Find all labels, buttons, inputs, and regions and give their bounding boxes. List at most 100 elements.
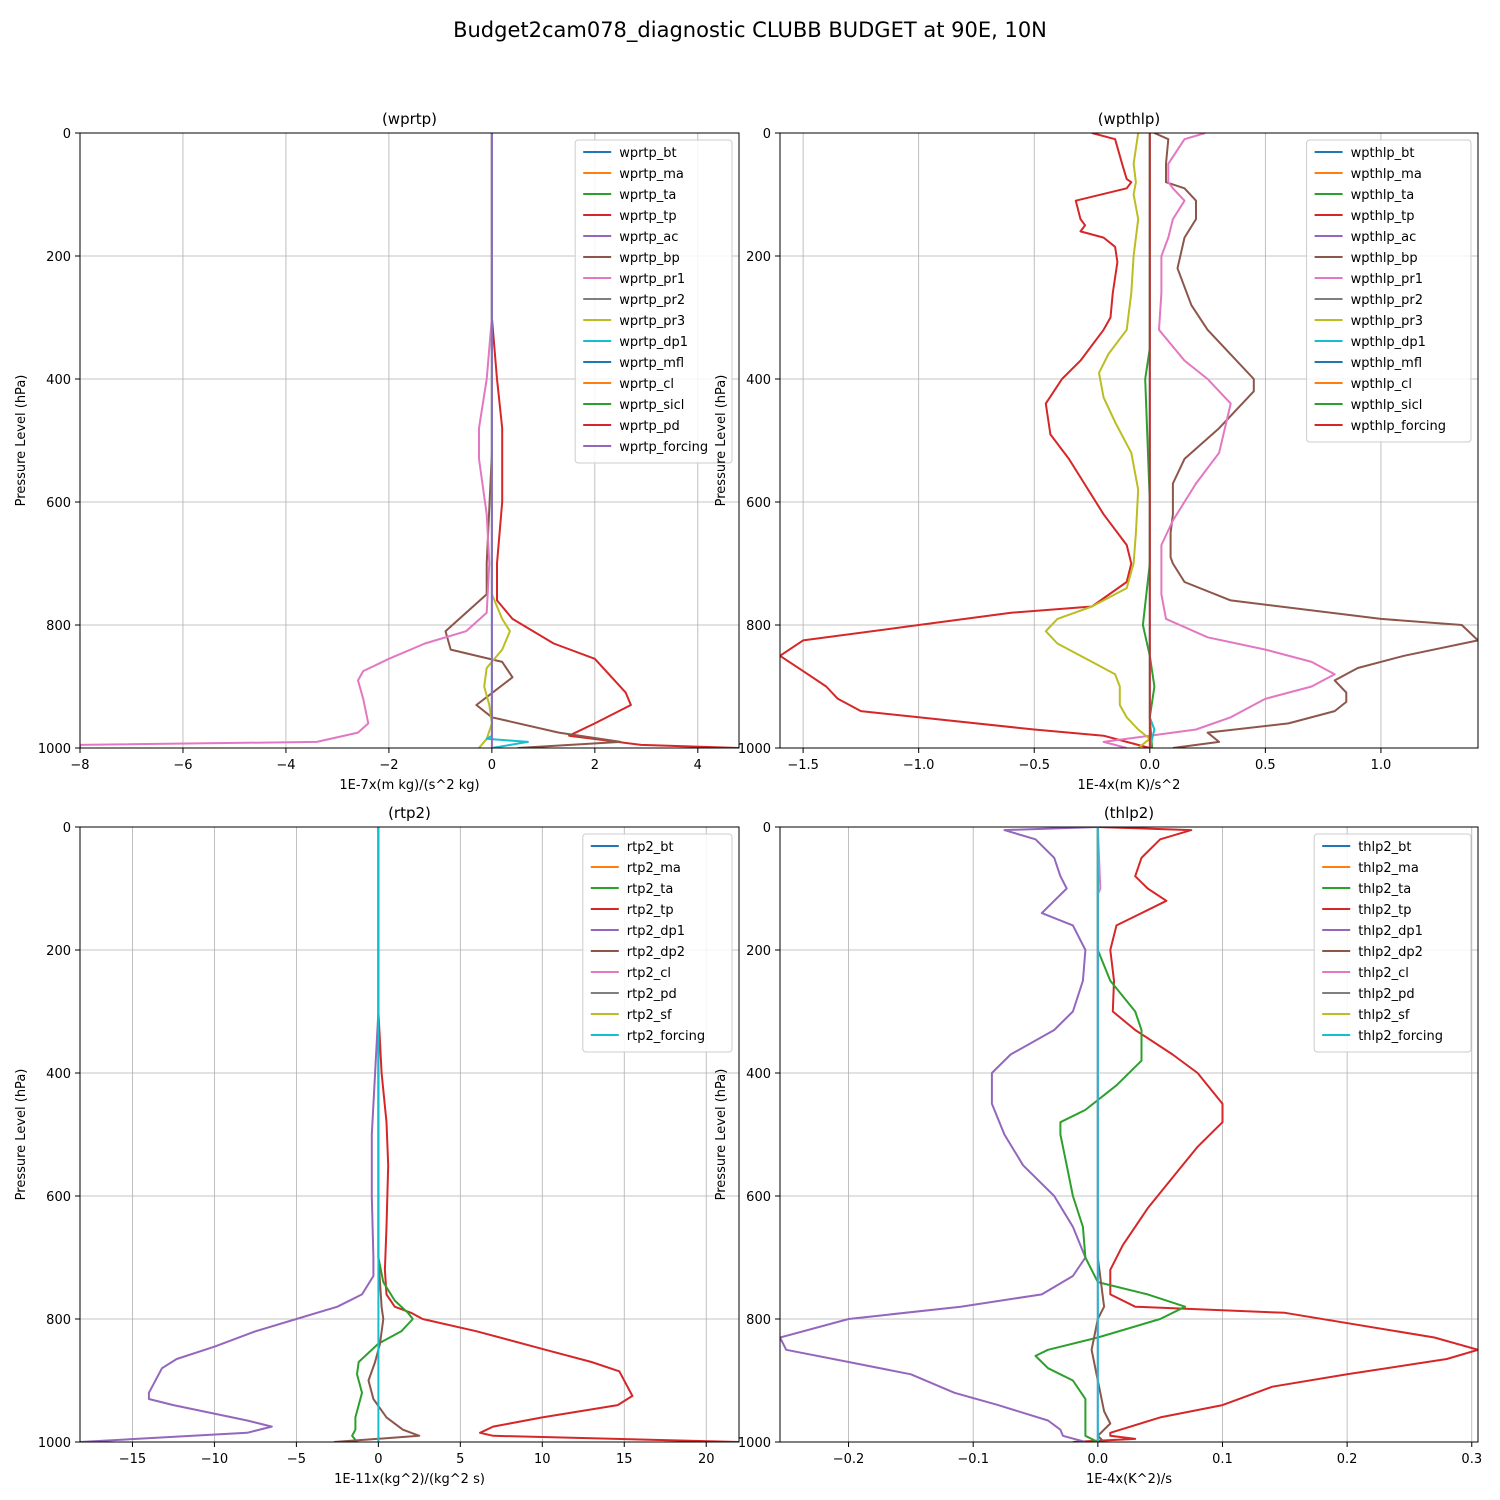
x-tick-label: 0.3 bbox=[1461, 1452, 1482, 1467]
legend-entry: thlp2_sf bbox=[1358, 1008, 1410, 1023]
series-line-wpthlp_ta bbox=[1141, 133, 1156, 748]
legend-entry: wpthlp_bp bbox=[1351, 251, 1418, 266]
y-tick-label: 800 bbox=[46, 1313, 71, 1328]
x-tick-label: 0.0 bbox=[1139, 758, 1160, 773]
y-tick-label: 200 bbox=[746, 250, 771, 265]
axes-frame bbox=[79, 132, 740, 749]
legend-entry: thlp2_cl bbox=[1358, 966, 1409, 981]
figure-title: Budget2cam078_diagnostic CLUBB BUDGET at… bbox=[453, 18, 1047, 43]
legend-entry: wprtp_bp bbox=[619, 251, 680, 266]
x-tick-label: −15 bbox=[119, 1452, 146, 1467]
legend-entry: thlp2_pd bbox=[1358, 987, 1414, 1002]
y-tick-label: 800 bbox=[46, 619, 71, 634]
series-line-wprtp_tp bbox=[490, 133, 739, 748]
x-axis-label: 1E-4x(m K)/s^2 bbox=[1078, 778, 1181, 793]
legend-entry: wprtp_tp bbox=[619, 209, 676, 224]
y-tick-label: 800 bbox=[746, 1313, 771, 1328]
series-line-wpthlp_pr1 bbox=[1102, 133, 1336, 748]
legend-entry: wprtp_sicl bbox=[619, 398, 684, 413]
x-tick-label: −6 bbox=[173, 758, 192, 773]
series-line-thlp2_tp bbox=[1072, 827, 1478, 1442]
legend-entry: rtp2_sf bbox=[627, 1008, 672, 1023]
y-tick-label: 400 bbox=[46, 373, 71, 388]
legend-entry: rtp2_ta bbox=[627, 882, 674, 897]
panel-4: −0.2 −0.1 0.0 0.1 0.2 0.3 0 200 400 600 800 1000 (th… bbox=[714, 804, 1482, 1487]
series-line-rtp2_dp2 bbox=[334, 827, 421, 1442]
y-tick-label: 0 bbox=[63, 127, 71, 142]
y-tick-label: 1000 bbox=[738, 742, 771, 757]
legend: rtp2_bt rtp2_ma rtp2_ta rtp2_tp rtp2_dp1 rtp2… bbox=[582, 833, 733, 1053]
y-tick-label: 600 bbox=[46, 1190, 71, 1205]
y-axis-label: Pressure Level (hPa) bbox=[714, 1069, 729, 1201]
y-axis-label: Pressure Level (hPa) bbox=[14, 1069, 29, 1201]
legend-entry: wprtp_forcing bbox=[619, 440, 708, 455]
x-tick-label: −4 bbox=[276, 758, 295, 773]
y-tick-label: 800 bbox=[746, 619, 771, 634]
y-tick-label: 1000 bbox=[738, 1436, 771, 1451]
legend: thlp2_bt thlp2_ma thlp2_ta thlp2_tp thlp2_dp… bbox=[1313, 833, 1472, 1053]
x-tick-label: 2 bbox=[591, 758, 599, 773]
legend-entry: wpthlp_pr3 bbox=[1351, 314, 1423, 329]
x-tick-label: −0.5 bbox=[1018, 758, 1050, 773]
series-line-rtp2_dp1 bbox=[80, 827, 380, 1442]
legend: wpthlp_bt wpthlp_ma wpthlp_ta wpthlp_tpwpth… bbox=[1306, 139, 1472, 443]
series-line-wprtp_bp bbox=[444, 133, 622, 748]
x-tick-label: 10 bbox=[534, 1452, 551, 1467]
x-tick-label: −1.0 bbox=[903, 758, 935, 773]
series-line-wprtp_pr3 bbox=[478, 133, 511, 748]
series-line-thlp2_ta bbox=[1034, 827, 1187, 1442]
series-line-rtp2_tp bbox=[377, 827, 739, 1442]
legend-entry: wprtp_cl bbox=[619, 377, 674, 392]
panel-3: −15 −10 −5 0 5 10 15 2002004006008001000(rtp2)1… bbox=[14, 804, 740, 1487]
legend-entry: rtp2_ma bbox=[627, 861, 681, 876]
series-line-rtp2_ta bbox=[351, 827, 414, 1442]
y-tick-label: 400 bbox=[46, 1067, 71, 1082]
panel-title: (rtp2) bbox=[388, 804, 431, 822]
legend-entry: wprtp_pr1 bbox=[619, 272, 685, 287]
legend-frame bbox=[574, 139, 733, 464]
series-line-wpthlp_pr3 bbox=[1044, 133, 1151, 748]
legend-entry: rtp2_dp2 bbox=[627, 945, 685, 960]
x-axis-label: 1E-4x(K^2)/s bbox=[1086, 1472, 1172, 1487]
x-tick-label: 1.0 bbox=[1371, 758, 1392, 773]
x-tick-label: 20 bbox=[698, 1452, 715, 1467]
legend-entry: rtp2_pd bbox=[627, 987, 677, 1002]
y-tick-label: 1000 bbox=[38, 1436, 71, 1451]
legend-entry: wpthlp_pr1 bbox=[1351, 272, 1423, 287]
x-tick-label: 5 bbox=[456, 1452, 464, 1467]
y-tick-label: 200 bbox=[46, 250, 71, 265]
series-group bbox=[80, 133, 739, 748]
y-tick-label: 400 bbox=[746, 373, 771, 388]
legend-entry: rtp2_dp1 bbox=[627, 924, 685, 939]
legend-entry: wpthlp_cl bbox=[1351, 377, 1412, 392]
panels: −8 −6 −4 −2 0 2 402004006008001000(wprtp)1E-7x… bbox=[14, 110, 1482, 1487]
x-tick-label: 0 bbox=[374, 1452, 382, 1467]
panel-1: −8 −6 −4 −2 0 2 4 0 200 400 600 800 1000 (wprtp) 1E-7x… bbox=[14, 110, 740, 793]
series-line-thlp2_dp2 bbox=[1090, 827, 1112, 1442]
x-axis-label: 1E-11x(kg^2)/(kg^2 s) bbox=[334, 1472, 485, 1487]
legend-entry: wpthlp_forcing bbox=[1351, 419, 1446, 434]
legend-entry: wprtp_ma bbox=[619, 167, 684, 182]
panel-title: (wpthlp) bbox=[1098, 110, 1161, 128]
y-tick-label: 600 bbox=[746, 1190, 771, 1205]
x-tick-label: 0.1 bbox=[1212, 1452, 1233, 1467]
y-axis-label: Pressure Level (hPa) bbox=[714, 375, 729, 507]
legend-entry: wpthlp_ac bbox=[1351, 230, 1417, 245]
y-tick-label: 400 bbox=[746, 1067, 771, 1082]
legend-entry: thlp2_ta bbox=[1358, 882, 1411, 897]
y-tick-label: 0 bbox=[763, 821, 771, 836]
legend-entry: wprtp_mfl bbox=[619, 356, 684, 371]
series-group bbox=[80, 827, 739, 1442]
legend-entry: wpthlp_ma bbox=[1351, 167, 1422, 182]
legend-entry: wprtp_ta bbox=[619, 188, 676, 203]
series-group bbox=[780, 827, 1478, 1442]
legend-entry: thlp2_dp2 bbox=[1358, 945, 1423, 960]
y-tick-label: 0 bbox=[763, 127, 771, 142]
legend-entry: rtp2_bt bbox=[627, 840, 674, 855]
x-tick-label: −1.5 bbox=[787, 758, 819, 773]
legend-entry: rtp2_forcing bbox=[627, 1029, 705, 1044]
panel-title: (thlp2) bbox=[1104, 804, 1154, 822]
legend: wprtp_bt wprtp_ma wprtp_ta wprtp_tp wprtp_ac… bbox=[574, 139, 733, 464]
x-tick-label: −5 bbox=[287, 1452, 306, 1467]
